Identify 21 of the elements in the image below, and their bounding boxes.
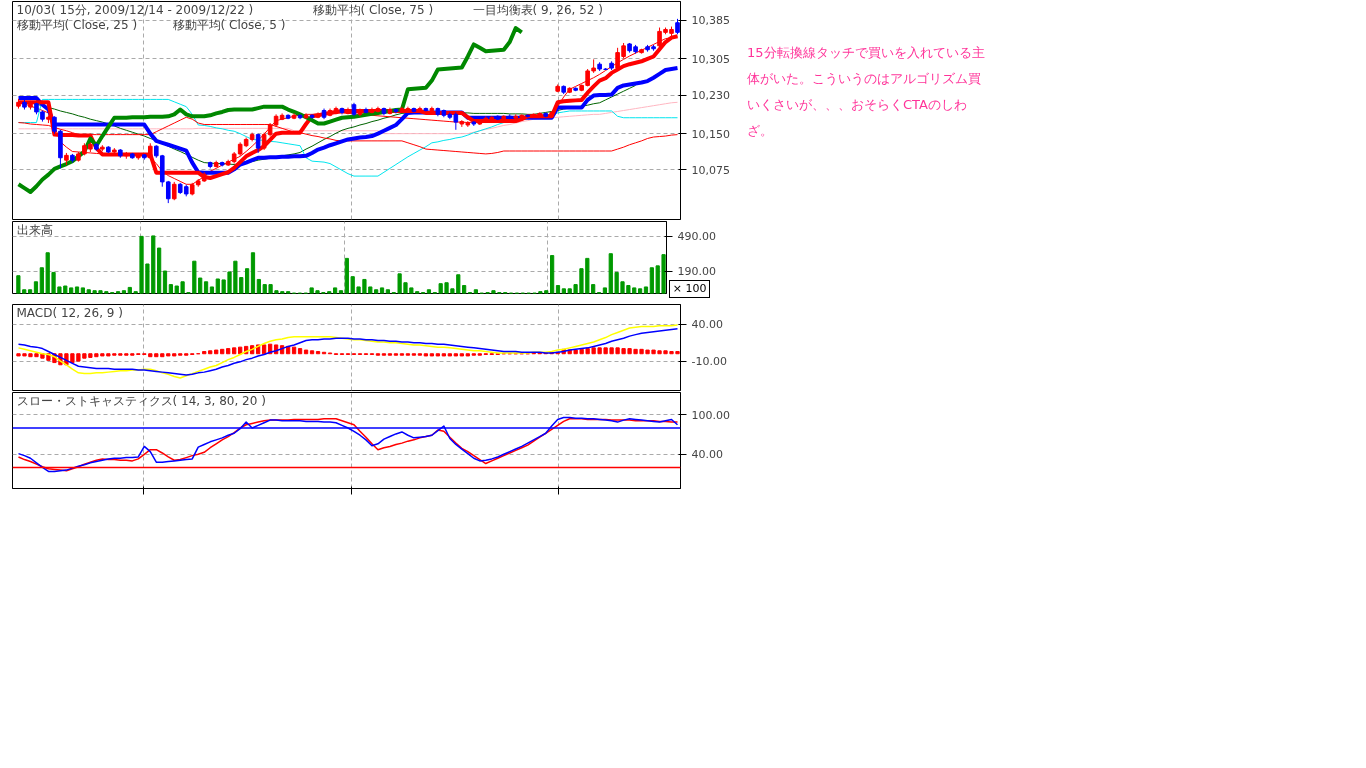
y-tick-label: 10,150 (691, 127, 730, 141)
chart-title: スロー・ストキャスティクス( 14, 3, 80, 20 ) (16, 393, 266, 408)
annotation: 移動平均( Close, 75 ) (312, 2, 434, 17)
y-tick-label: 40.00 (691, 318, 723, 332)
y-tick-label: 10,385 (691, 14, 730, 28)
annotation: 移動平均( Close, 25 ) (16, 17, 138, 32)
y-tick-label: 10,305 (691, 52, 730, 66)
y-tick-label: 40.00 (691, 448, 723, 462)
y-tick-label: 190.00 (677, 265, 716, 279)
y-tick-label: 10,230 (691, 89, 730, 103)
text: × 100 (672, 281, 707, 297)
y-tick-label: 490.00 (677, 230, 716, 244)
annotation: 移動平均( Close, 5 ) (172, 17, 286, 32)
chart-title: 10/03( 15分, 2009/12/14 - 2009/12/22 ) (16, 2, 254, 17)
annotation: 一目均衡表( 9, 26, 52 ) (472, 2, 603, 17)
y-tick-label: 10,075 (691, 163, 730, 177)
y-tick-label: 100.00 (691, 408, 730, 422)
text: 15分転換線タッチで買いを入れている主体がいた。こういうのはアルゴリズム買いくさいが、、、おそらくCTAのしわざ。 (747, 44, 986, 140)
chart-title: MACD( 12, 26, 9 ) (16, 305, 123, 320)
chart-title: 出来高 (16, 222, 53, 237)
y-tick-label: -10.00 (691, 354, 727, 368)
